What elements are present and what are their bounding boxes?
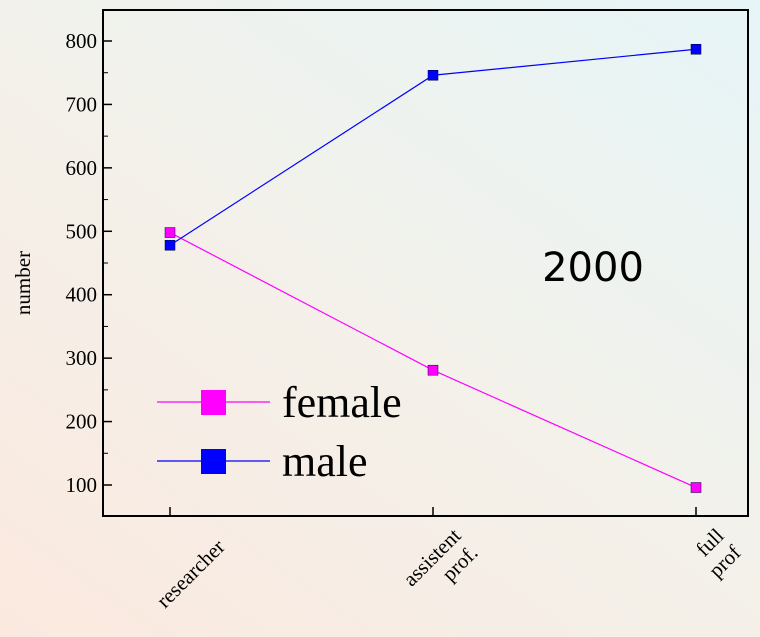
y-tick-label: 800 — [66, 29, 98, 53]
y-tick-label: 400 — [66, 283, 98, 307]
data-point-male — [691, 44, 701, 54]
legend: female male — [157, 378, 402, 486]
y-tick-label: 200 — [66, 410, 98, 434]
data-point-female — [165, 228, 175, 238]
legend-marker — [201, 449, 226, 474]
x-tick-label: researcher — [152, 535, 230, 613]
x-axis: researcher assistentprof. fullprof — [152, 507, 746, 613]
y-axis-label: number — [11, 251, 35, 315]
x-tick-label: fullprof — [687, 523, 746, 582]
y-axis: 100 200 300 400 500 600 700 800 — [66, 29, 113, 497]
y-tick-label: 500 — [66, 219, 98, 243]
legend-label: male — [282, 437, 368, 486]
data-point-male — [165, 240, 175, 250]
y-tick-label: 100 — [66, 473, 98, 497]
legend-marker — [201, 390, 226, 415]
legend-item-female: female — [157, 378, 402, 427]
data-point-female — [691, 483, 701, 493]
plot-frame — [103, 10, 748, 516]
x-tick-label: assistentprof. — [398, 523, 482, 607]
annotation-year: 2000 — [542, 245, 644, 291]
legend-item-male: male — [157, 437, 368, 486]
legend-label: female — [282, 378, 402, 427]
data-point-female — [428, 365, 438, 375]
y-tick-label: 600 — [66, 156, 98, 180]
y-tick-label: 700 — [66, 92, 98, 116]
data-point-male — [428, 70, 438, 80]
y-tick-label: 300 — [66, 346, 98, 370]
